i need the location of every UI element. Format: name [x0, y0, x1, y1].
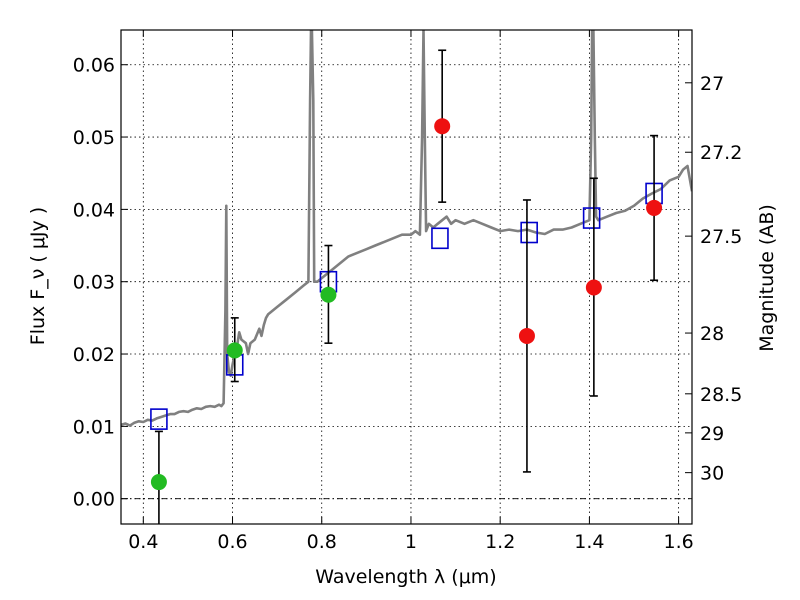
y-tick-label: 0.04 [73, 199, 115, 221]
x-tick-label: 1.4 [574, 531, 604, 553]
mag-tick-label: 27 [700, 73, 724, 95]
x-tick-label: 1.6 [664, 531, 694, 553]
x-tick-label: 1.2 [485, 531, 515, 553]
y-tick-label: 0.06 [73, 55, 115, 77]
observed-point [320, 286, 337, 303]
mag-tick-label: 30 [700, 463, 724, 485]
observed-point [434, 118, 451, 135]
model-point [582, 207, 601, 229]
observed-point [646, 199, 663, 216]
x-tick-label: 1 [405, 531, 417, 553]
grid [121, 30, 692, 524]
y-tick-label: 0.00 [73, 489, 115, 511]
mag-tick-label: 29 [700, 423, 724, 445]
x-tick-label: 0.4 [128, 531, 158, 553]
model-point [520, 221, 538, 244]
sed-line [121, 30, 692, 427]
axes: 0.4 0.6 0.8 1 1.2 1.4 1.6 0.00 0.01 0.02 0.03 0.04 0… [73, 29, 742, 553]
plot-frame [120, 29, 693, 525]
x-axis-label: Wavelength λ (μm) [315, 566, 496, 588]
y-tick-label: 0.02 [73, 344, 115, 366]
y-tick-label: 0.03 [73, 272, 115, 294]
y-right-axis-label: Magnitude (AB) [756, 204, 778, 352]
observed-point [585, 279, 602, 296]
mag-tick-label: 27.5 [700, 226, 742, 248]
mag-tick-label: 27.2 [700, 142, 742, 164]
y-tick-label: 0.01 [73, 416, 115, 438]
model-point [150, 408, 168, 430]
y-axis-label: Flux F_ν ( μJy ) [27, 207, 49, 345]
observed-point [150, 474, 167, 491]
x-tick-label: 0.8 [307, 531, 337, 553]
x-tick-label: 0.6 [217, 531, 247, 553]
model-point [431, 227, 449, 250]
mag-tick-label: 28 [700, 323, 724, 345]
plot-area [121, 30, 692, 524]
observed-point [518, 327, 535, 344]
y-tick-label: 0.05 [73, 127, 115, 149]
mag-tick-label: 28.5 [700, 384, 742, 406]
observed-point [226, 342, 243, 359]
